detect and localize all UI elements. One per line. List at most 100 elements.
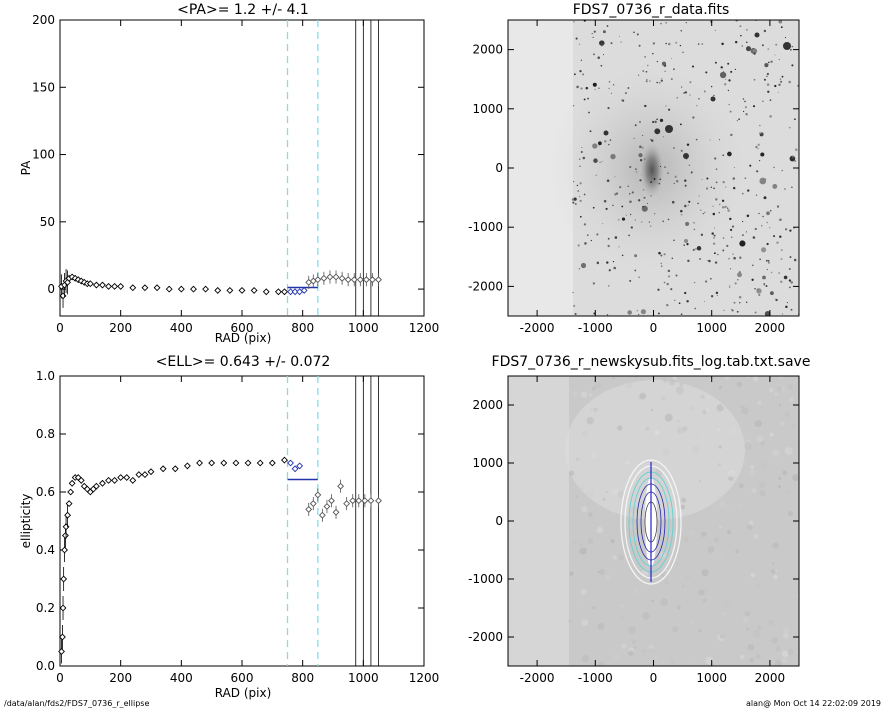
star [666, 282, 669, 286]
star [639, 179, 642, 182]
noise-blob [788, 397, 794, 402]
star [700, 233, 704, 236]
data-point [318, 511, 326, 519]
noise-blob [618, 554, 624, 561]
noise-blob [676, 605, 681, 610]
star [732, 253, 734, 255]
star [633, 31, 635, 34]
star [790, 308, 793, 311]
star [607, 107, 610, 110]
noise-blob [662, 448, 670, 456]
data-point [291, 288, 299, 296]
star [746, 41, 748, 44]
footer-path: /data/alan/fds2/FDS7_0736_r_ellipse [4, 699, 149, 708]
star [665, 21, 668, 24]
star [617, 218, 620, 221]
data-point [314, 276, 322, 284]
noise-blob [667, 530, 676, 539]
data-point [367, 497, 375, 505]
star [600, 44, 603, 47]
star [766, 221, 768, 224]
noise-blob [767, 619, 775, 626]
noise-blob [762, 522, 766, 526]
star [582, 156, 586, 160]
data-point [68, 273, 76, 281]
star [667, 269, 671, 273]
star [761, 44, 764, 47]
noise-blob [729, 427, 738, 435]
star [663, 281, 666, 284]
star [698, 195, 700, 197]
star [638, 276, 641, 279]
star [766, 75, 768, 77]
star [664, 166, 666, 169]
star [645, 80, 648, 83]
star [667, 275, 671, 278]
data-point [332, 273, 340, 281]
noise-blob [761, 460, 769, 469]
star [642, 189, 645, 191]
noise-blob [704, 488, 710, 494]
star [713, 187, 715, 190]
noise-blob [690, 531, 695, 535]
data-point [232, 459, 240, 467]
noise-blob [645, 426, 650, 431]
y-tick-label: 150 [32, 80, 55, 94]
y-tick-label: 0 [47, 282, 55, 296]
star [593, 53, 595, 56]
data-point [250, 286, 258, 294]
noise-blob [771, 562, 775, 565]
noise-blob [621, 643, 627, 649]
star [774, 84, 777, 88]
noise-blob [659, 634, 664, 638]
data-point [159, 465, 167, 473]
data-point [361, 497, 369, 505]
star [786, 302, 788, 304]
noise-blob [705, 408, 710, 412]
star [729, 217, 732, 221]
star [587, 97, 589, 100]
star [766, 242, 769, 246]
star [620, 41, 622, 43]
star [763, 78, 766, 81]
noise-blob [727, 469, 736, 478]
x-tick-label: 600 [231, 321, 254, 335]
star [757, 148, 759, 150]
data-point [326, 273, 334, 281]
noise-blob [664, 413, 673, 422]
star [728, 154, 730, 157]
noise-blob [612, 377, 615, 380]
x-tick-label: 400 [170, 321, 193, 335]
star [703, 211, 706, 214]
data-point [65, 500, 73, 508]
star [752, 48, 758, 54]
noise-blob [677, 627, 680, 630]
y-tick-label: -1000 [468, 220, 503, 234]
noise-blob [753, 376, 759, 382]
star [614, 236, 618, 239]
data-point [80, 278, 88, 286]
star [731, 236, 733, 238]
star [595, 174, 597, 176]
star [678, 302, 681, 305]
data-point [111, 282, 119, 290]
noise-blob [735, 549, 739, 554]
star [784, 188, 786, 190]
star [693, 222, 695, 224]
star [675, 274, 678, 277]
star [705, 187, 709, 190]
noise-blob [769, 432, 774, 437]
star [668, 42, 671, 46]
noise-blob [740, 654, 745, 660]
star [621, 205, 624, 208]
x-tick-label: 1000 [696, 671, 727, 685]
data-point [129, 284, 137, 292]
star [646, 64, 649, 67]
star [770, 60, 773, 63]
star [728, 103, 730, 106]
star [714, 261, 718, 264]
noise-blob [602, 498, 606, 501]
noise-blob [631, 639, 637, 645]
noise-blob [793, 647, 797, 650]
data-image-panel: FDS7_0736_r_data.fits -2000 -1000 0 1000 200… [468, 2, 800, 335]
